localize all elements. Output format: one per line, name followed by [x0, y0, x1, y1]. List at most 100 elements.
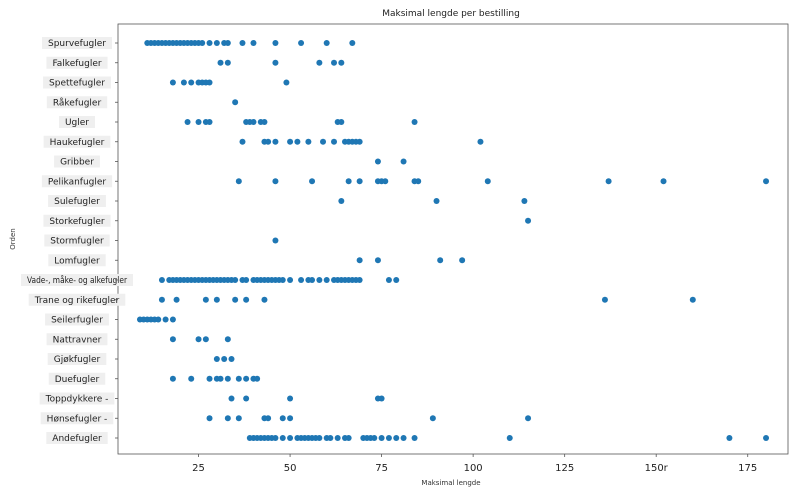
data-point: [287, 435, 294, 441]
data-point: [206, 40, 213, 46]
x-tick-label: 25: [192, 463, 205, 474]
data-point: [224, 375, 231, 382]
category-label-background: [54, 155, 100, 168]
data-point: [331, 59, 338, 66]
data-point: [287, 415, 294, 422]
data-point: [232, 99, 239, 106]
data-point: [272, 178, 279, 185]
data-point: [689, 296, 696, 303]
data-point: [158, 277, 165, 283]
data-point: [385, 277, 392, 283]
category-label-background: [46, 56, 108, 69]
category-label-background: [28, 293, 126, 306]
data-point: [374, 158, 381, 165]
category-label-background: [43, 214, 111, 227]
data-point: [199, 40, 206, 46]
x-axis-ticks: 25 50 75 100 125 150r 175: [192, 454, 757, 474]
data-point: [173, 296, 180, 303]
data-point: [272, 435, 279, 441]
plot-area-frame: [117, 23, 789, 455]
category-label-background: [39, 392, 115, 405]
category-label: Duefugler: [55, 375, 100, 385]
data-point: [356, 277, 363, 283]
data-point: [184, 119, 191, 125]
x-tick-label: 50: [284, 463, 297, 474]
data-point: [477, 138, 484, 145]
category-label: Spettefugler: [49, 79, 105, 89]
data-point: [188, 79, 195, 86]
y-axis-label: Orden: [9, 228, 17, 249]
data-point: [213, 356, 220, 362]
data-point: [169, 336, 176, 343]
category-label: Nattravner: [53, 335, 102, 345]
data-point: [338, 59, 345, 66]
data-point: [272, 59, 279, 66]
data-point: [217, 375, 224, 382]
data-point: [378, 395, 385, 402]
data-point: [298, 40, 305, 46]
data-point: [272, 138, 279, 145]
data-point: [228, 395, 235, 402]
category-label-background: [43, 76, 111, 89]
data-point: [206, 119, 213, 125]
data-point: [254, 375, 261, 382]
data-point: [180, 79, 187, 86]
data-point: [279, 415, 286, 422]
data-point: [158, 296, 165, 303]
data-point: [169, 375, 176, 382]
data-point: [374, 257, 381, 264]
data-point: [250, 40, 257, 46]
data-point: [349, 40, 356, 46]
x-axis-label: Maksimal lengde: [421, 479, 480, 487]
data-point: [601, 296, 608, 303]
data-point: [521, 198, 528, 204]
data-point: [169, 79, 176, 86]
data-point: [323, 40, 330, 46]
data-point: [305, 138, 312, 145]
category-label: Pelikanfugler: [48, 177, 107, 187]
category-labels: Spurvefugler Falkefugler Spettefugler Råkef…: [21, 37, 133, 444]
data-point: [320, 138, 327, 145]
category-label-background: [47, 353, 107, 365]
data-point: [763, 178, 770, 185]
data-point: [411, 435, 418, 441]
data-point: [429, 415, 436, 422]
data-point: [265, 415, 272, 422]
data-point: [261, 296, 268, 303]
category-label-background: [46, 432, 108, 444]
data-point: [162, 316, 169, 323]
data-point: [235, 415, 242, 422]
category-label-background: [46, 333, 108, 346]
data-point: [188, 375, 195, 382]
data-point: [378, 435, 385, 441]
data-point: [155, 316, 162, 323]
category-label: Storkefugler: [49, 217, 104, 227]
category-label-background: [41, 37, 113, 49]
data-point: [221, 356, 228, 362]
data-point: [298, 277, 305, 283]
data-point: [243, 277, 250, 283]
category-label: Stormfugler: [50, 237, 104, 247]
data-point: [213, 296, 220, 303]
category-label: Sulefugler: [54, 197, 100, 207]
data-point: [279, 435, 286, 441]
data-point: [411, 119, 418, 125]
x-tick-label: 150r: [645, 463, 669, 474]
data-point: [316, 277, 323, 283]
data-point: [217, 59, 224, 66]
data-point: [371, 435, 378, 441]
data-point: [195, 336, 202, 343]
data-point: [415, 178, 422, 185]
category-label: Gjøkfugler: [54, 355, 101, 365]
data-point: [283, 79, 290, 86]
data-point: [265, 138, 272, 145]
data-point: [385, 435, 392, 441]
data-point: [243, 395, 250, 402]
category-label: Spurvefugler: [48, 39, 106, 49]
category-label-background: [43, 135, 111, 148]
data-point: [224, 336, 231, 343]
data-point: [195, 119, 202, 125]
data-point: [437, 257, 444, 264]
data-point: [400, 158, 407, 165]
category-label-background: [41, 175, 113, 188]
